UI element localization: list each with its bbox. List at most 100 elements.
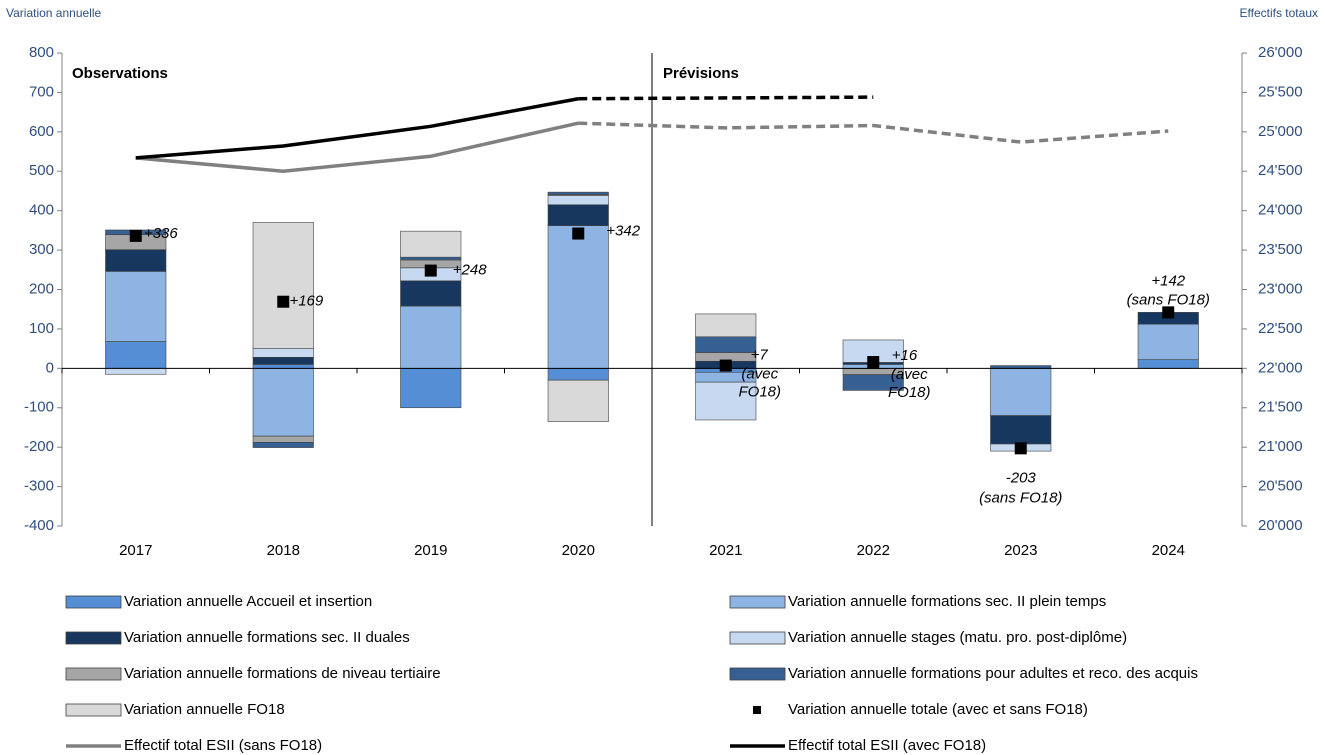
x-tick-label: 2018	[267, 542, 300, 559]
y2-tick-label: 20'500	[1258, 478, 1303, 495]
bar	[1137, 359, 1199, 369]
legend-label: Effectif total ESII (avec FO18)	[788, 737, 986, 754]
bar	[252, 442, 314, 448]
y-tick-label: -400	[24, 517, 54, 534]
bar	[400, 368, 462, 409]
x-tick-label: 2022	[857, 542, 890, 559]
bar	[695, 336, 757, 353]
y2-tick-label: 22'000	[1258, 359, 1303, 376]
legend-swatch	[753, 706, 761, 714]
y2-tick-label: 20'000	[1258, 517, 1303, 534]
bar	[547, 191, 609, 195]
y-axis-title: Variation annuelle	[6, 6, 102, 20]
bar	[842, 374, 904, 391]
bar	[400, 280, 462, 307]
legend-label: Variation annuelle formations pour adult…	[788, 665, 1198, 682]
y-tick-label: -200	[24, 438, 54, 455]
x-tick-label: 2020	[562, 542, 595, 559]
bar	[252, 368, 314, 437]
legend-label: Variation annuelle totale (avec et sans …	[788, 701, 1088, 718]
legend-label: Variation annuelle formations sec. II du…	[124, 629, 410, 646]
data-note: (avec	[891, 366, 928, 383]
bar	[105, 249, 167, 272]
total-marker	[129, 229, 142, 242]
bar	[547, 368, 609, 381]
y2-tick-label: 21'000	[1258, 438, 1303, 455]
legend-label: Variation annuelle Accueil et insertion	[124, 593, 372, 610]
section-label: Prévisions	[663, 65, 739, 82]
bar	[252, 348, 314, 358]
legend-label: Effectif total ESII (sans FO18)	[124, 737, 322, 754]
legend-swatch	[65, 595, 122, 609]
data-note: (avec	[741, 366, 778, 383]
bar	[547, 195, 609, 206]
x-tick-label: 2017	[119, 542, 152, 559]
bar	[695, 313, 757, 338]
y2-tick-label: 22'500	[1258, 320, 1303, 337]
bar	[105, 271, 167, 342]
legend-swatch	[729, 667, 786, 681]
total-marker	[719, 359, 732, 372]
y-tick-label: 700	[29, 83, 54, 100]
legend-label: Variation annuelle FO18	[124, 701, 285, 718]
bar	[547, 225, 609, 369]
total-marker	[277, 295, 290, 308]
y-tick-label: 600	[29, 123, 54, 140]
y-tick-label: 800	[29, 44, 54, 61]
y-tick-label: 200	[29, 280, 54, 297]
bar	[400, 230, 462, 258]
total-marker	[867, 356, 880, 369]
data-label: -203	[1006, 469, 1037, 486]
y-tick-label: 300	[29, 241, 54, 258]
line-series	[578, 121, 1169, 144]
x-tick-label: 2024	[1152, 542, 1185, 559]
y-tick-label: 0	[46, 359, 54, 376]
y2-tick-label: 21'500	[1258, 399, 1303, 416]
bar	[990, 415, 1052, 445]
total-marker	[572, 227, 585, 240]
line-series	[578, 95, 874, 101]
data-label: +248	[453, 262, 487, 279]
bar	[252, 364, 314, 369]
total-marker	[1014, 442, 1027, 455]
data-note: FO18)	[738, 384, 781, 401]
y-tick-label: 100	[29, 320, 54, 337]
bar	[105, 368, 167, 375]
y2-tick-label: 26'000	[1258, 44, 1303, 61]
legend-swatch	[65, 667, 122, 681]
data-label: +142	[1151, 272, 1185, 289]
x-tick-label: 2021	[709, 542, 742, 559]
legend-label: Variation annuelle stages (matu. pro. po…	[788, 629, 1127, 646]
bar	[252, 435, 314, 443]
data-note: (sans FO18)	[1127, 291, 1210, 308]
bar	[252, 222, 314, 349]
data-note: FO18)	[888, 384, 931, 401]
bar	[547, 379, 609, 422]
y-tick-label: -100	[24, 399, 54, 416]
y2-tick-label: 23'500	[1258, 241, 1303, 258]
bar	[400, 305, 462, 369]
legend-label: Variation annuelle formations de niveau …	[124, 665, 441, 682]
bar	[990, 368, 1052, 416]
data-label: +7	[751, 347, 769, 364]
y2-tick-label: 24'000	[1258, 202, 1303, 219]
y2-axis-title: Effectifs totaux	[1240, 6, 1319, 20]
y-tick-label: 400	[29, 202, 54, 219]
y2-tick-label: 25'000	[1258, 123, 1303, 140]
bar	[400, 256, 462, 261]
bar	[547, 204, 609, 226]
data-label: +336	[144, 225, 178, 242]
total-marker	[424, 264, 437, 277]
y-tick-label: 500	[29, 162, 54, 179]
legend-swatch	[729, 631, 786, 645]
y2-tick-label: 23'000	[1258, 280, 1303, 297]
y-tick-label: -300	[24, 478, 54, 495]
total-marker	[1162, 306, 1175, 319]
legend-swatch	[729, 595, 786, 609]
data-note: (sans FO18)	[979, 489, 1062, 506]
data-label: +16	[892, 347, 918, 364]
bar	[695, 381, 757, 421]
data-label: +342	[606, 222, 640, 239]
bar	[252, 356, 314, 365]
